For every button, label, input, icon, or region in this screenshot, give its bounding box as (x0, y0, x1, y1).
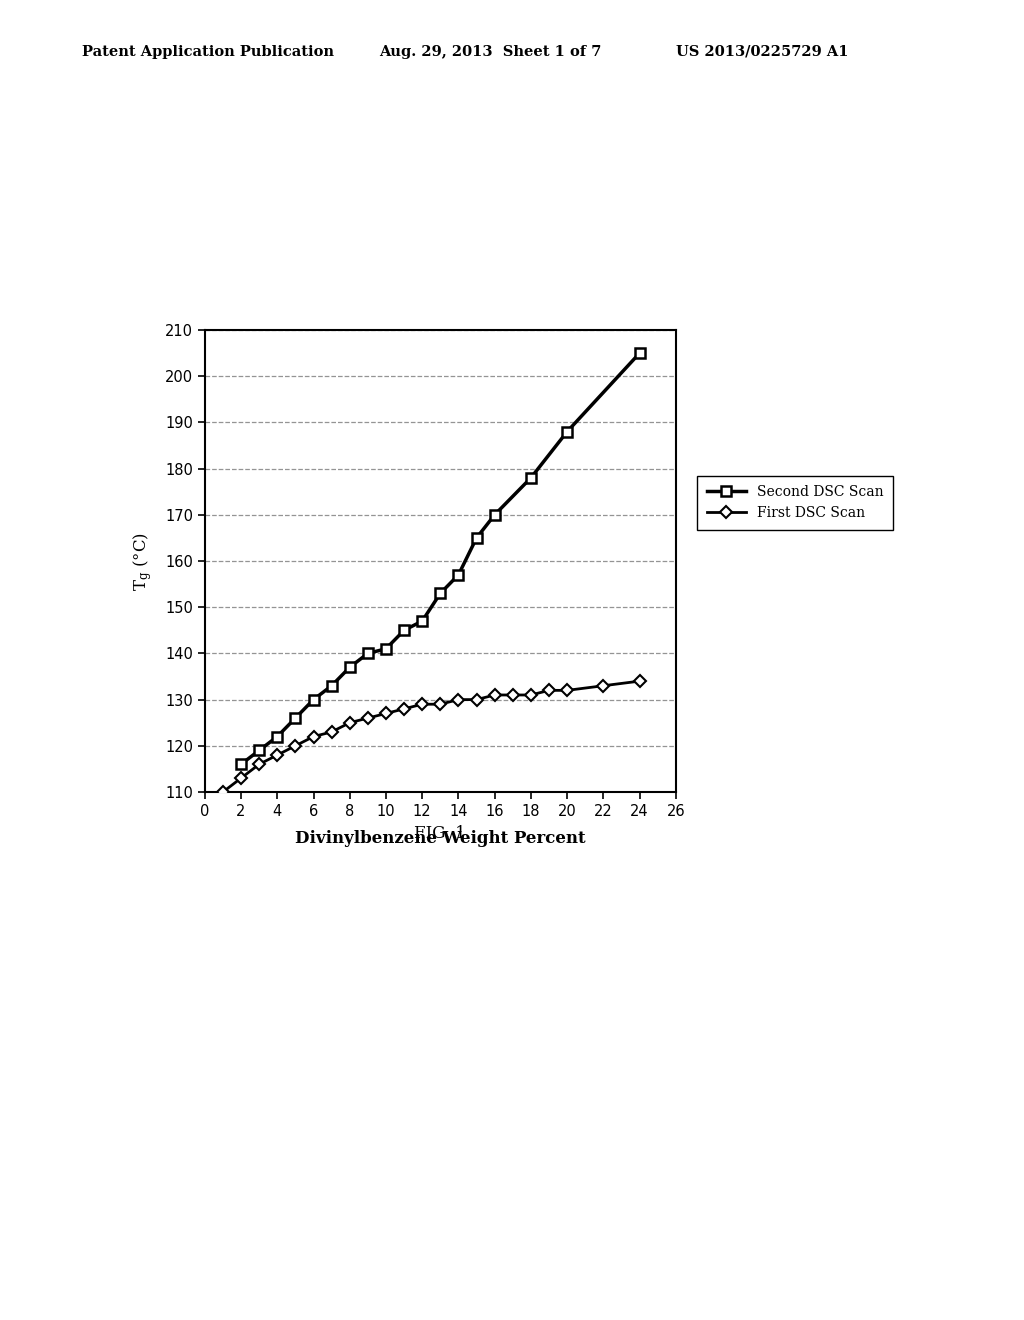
First DSC Scan (524, 686, 537, 702)
Second DSC Scan (434, 586, 446, 602)
First DSC Scan (470, 692, 482, 708)
Second DSC Scan (634, 346, 646, 362)
First DSC Scan (561, 682, 573, 698)
First DSC Scan (307, 729, 319, 744)
Second DSC Scan (271, 729, 284, 744)
Second DSC Scan (326, 678, 338, 694)
First DSC Scan (289, 738, 301, 754)
Second DSC Scan (234, 756, 247, 772)
First DSC Scan (380, 705, 392, 721)
Line: First DSC Scan: First DSC Scan (219, 677, 644, 796)
First DSC Scan (488, 686, 501, 702)
First DSC Scan (344, 715, 356, 731)
Second DSC Scan (470, 529, 482, 546)
Second DSC Scan (344, 660, 356, 676)
Second DSC Scan (289, 710, 301, 726)
Legend: Second DSC Scan, First DSC Scan: Second DSC Scan, First DSC Scan (697, 475, 893, 529)
Second DSC Scan (488, 507, 501, 523)
First DSC Scan (361, 710, 374, 726)
First DSC Scan (271, 747, 284, 763)
Text: Patent Application Publication: Patent Application Publication (82, 45, 334, 59)
Y-axis label: $\mathregular{T_g}$ (°C): $\mathregular{T_g}$ (°C) (131, 532, 154, 590)
First DSC Scan (398, 701, 411, 717)
First DSC Scan (507, 686, 519, 702)
Second DSC Scan (453, 568, 465, 583)
First DSC Scan (597, 678, 609, 694)
Second DSC Scan (398, 623, 411, 639)
Text: US 2013/0225729 A1: US 2013/0225729 A1 (676, 45, 848, 59)
Line: Second DSC Scan: Second DSC Scan (237, 348, 644, 770)
First DSC Scan (326, 723, 338, 739)
Second DSC Scan (307, 692, 319, 708)
First DSC Scan (217, 784, 229, 800)
Second DSC Scan (561, 424, 573, 440)
First DSC Scan (416, 697, 428, 713)
Text: FIG. 1: FIG. 1 (415, 825, 466, 842)
Second DSC Scan (253, 742, 265, 758)
Text: Aug. 29, 2013  Sheet 1 of 7: Aug. 29, 2013 Sheet 1 of 7 (379, 45, 601, 59)
First DSC Scan (634, 673, 646, 689)
First DSC Scan (253, 756, 265, 772)
Second DSC Scan (416, 612, 428, 630)
Second DSC Scan (524, 470, 537, 486)
First DSC Scan (543, 682, 555, 698)
X-axis label: Divinylbenzene Weight Percent: Divinylbenzene Weight Percent (295, 830, 586, 847)
Second DSC Scan (380, 642, 392, 657)
First DSC Scan (453, 692, 465, 708)
First DSC Scan (234, 770, 247, 785)
First DSC Scan (434, 697, 446, 713)
Second DSC Scan (361, 645, 374, 661)
